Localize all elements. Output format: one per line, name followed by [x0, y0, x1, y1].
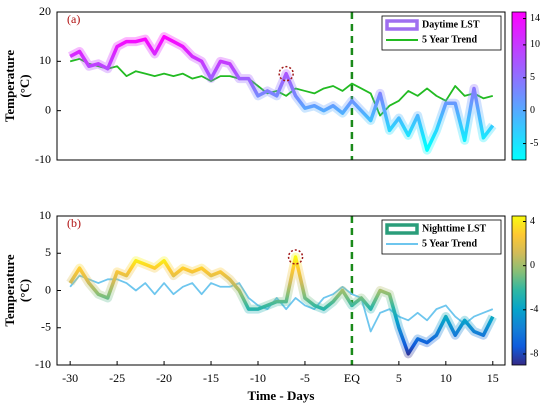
colorbar-tick-label: -8 — [530, 348, 538, 359]
y-axis-label-line: Temperature — [2, 254, 17, 326]
axes-frame — [56, 11, 506, 161]
x-tick-label: -30 — [62, 371, 78, 385]
colorbar-tick-label: -4 — [530, 304, 538, 315]
y-tick-label: 0 — [45, 102, 51, 116]
x-tick-label: 15 — [487, 371, 499, 385]
y-tick-label: -5 — [41, 320, 51, 334]
x-tick-label: -15 — [203, 371, 219, 385]
x-tick-label: 10 — [440, 371, 452, 385]
x-tick-label: -25 — [109, 371, 125, 385]
y-axis-label: Temperature(°C) — [2, 50, 32, 122]
y-tick-label: 10 — [39, 53, 51, 67]
panel-label: (b) — [67, 216, 81, 230]
highlight-circle — [278, 65, 294, 82]
highlight-circle — [287, 249, 304, 265]
colorbar — [511, 215, 527, 366]
series-line — [69, 34, 495, 152]
colorbar-tick-label: 10 — [530, 39, 540, 50]
colorbar-tick-label: 0 — [530, 260, 535, 271]
x-tick-label: -5 — [300, 371, 310, 385]
y-axis-label: Temperature(°C) — [2, 254, 32, 326]
legend-swatch — [385, 223, 419, 235]
legend-label: 5 Year Trend — [422, 238, 477, 249]
y-tick-label: -10 — [35, 152, 51, 166]
y-tick-label: 0 — [45, 282, 51, 296]
colorbar-tick-label: -5 — [530, 138, 538, 149]
x-tick-label: -20 — [156, 371, 172, 385]
y-axis-label-line: (°C) — [17, 74, 32, 97]
y-tick-label: 20 — [39, 4, 51, 18]
y-axis-label-line: (°C) — [17, 279, 32, 302]
colorbar-tick-label: 0 — [530, 105, 535, 116]
y-tick-label: 5 — [45, 245, 51, 259]
legend-label: Nighttime LST — [422, 223, 487, 234]
y-axis-label-line: Temperature — [2, 50, 17, 122]
colorbar — [511, 11, 527, 161]
y-tick-label: -10 — [35, 357, 51, 371]
legend-label: Daytime LST — [422, 19, 480, 30]
legend-label: 5 Year Trend — [422, 34, 477, 45]
x-tick-label: EQ — [344, 371, 360, 385]
x-axis-label: Time - Days — [248, 388, 315, 403]
x-tick-label: 5 — [396, 371, 402, 385]
legend-swatch — [385, 19, 419, 31]
panel-label: (a) — [67, 12, 80, 26]
y-tick-label: 10 — [39, 208, 51, 222]
series-line — [68, 255, 495, 356]
colorbar-tick-label: 5 — [530, 72, 535, 83]
colorbar-tick-label: 14 — [530, 13, 540, 24]
colorbar-tick-label: 4 — [530, 216, 535, 227]
axes-frame — [56, 215, 506, 366]
x-tick-label: -10 — [250, 371, 266, 385]
